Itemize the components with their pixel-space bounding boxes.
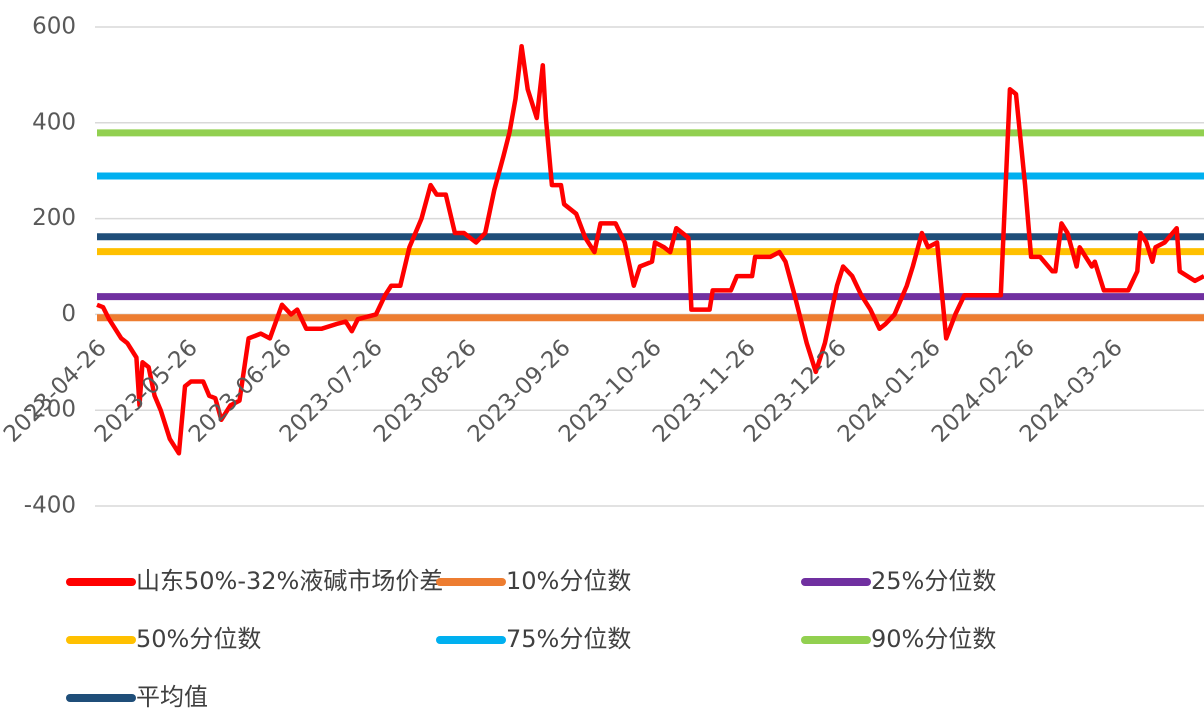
level-lines xyxy=(97,129,1204,322)
y-tick-label: 200 xyxy=(32,205,76,231)
legend-label: 山东50%-32%液碱市场价差 xyxy=(136,567,443,595)
legend-label: 平均值 xyxy=(136,683,208,711)
legend-label: 90%分位数 xyxy=(871,625,996,653)
y-tick-label: 400 xyxy=(32,109,76,135)
legend-label: 75%分位数 xyxy=(506,625,631,653)
y-tick-label: 600 xyxy=(32,14,76,40)
y-tick-label: 0 xyxy=(61,301,76,327)
data-line xyxy=(96,43,1204,456)
legend: 山东50%-32%液碱市场价差 10%分位数 25%分位数 50%分位数 75%分位数 9… xyxy=(66,567,996,711)
axes: -400-20002004006002023-04-262023-05-2620… xyxy=(0,14,1128,519)
y-tick-label: -400 xyxy=(24,493,76,519)
y-tick-label: -200 xyxy=(24,397,76,423)
legend-label: 50%分位数 xyxy=(136,625,261,653)
legend-label: 10%分位数 xyxy=(506,567,631,595)
plot xyxy=(96,43,1204,456)
legend-label: 25%分位数 xyxy=(871,567,996,595)
